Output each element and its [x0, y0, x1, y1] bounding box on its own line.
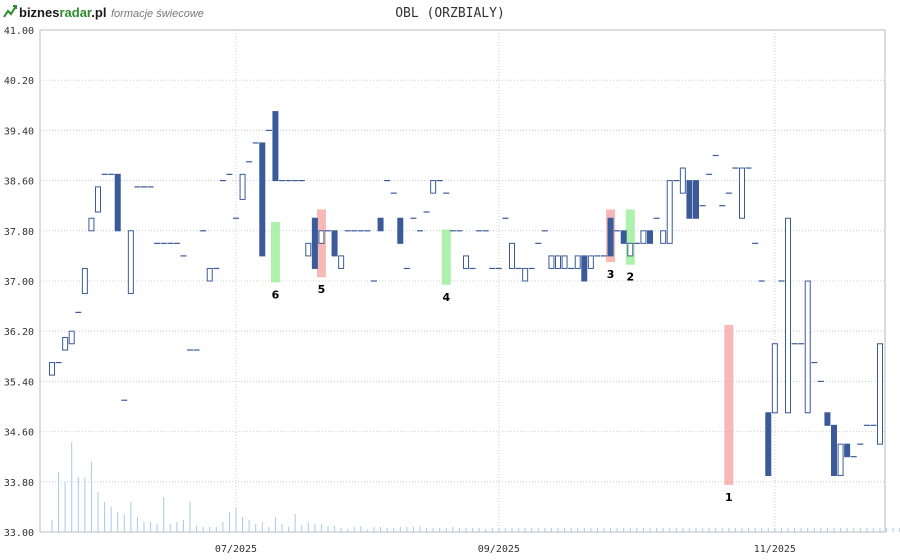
candle-up	[785, 217, 791, 414]
candle-up	[561, 255, 568, 269]
pattern-highlight	[441, 229, 451, 285]
logo-text-radar: radar	[59, 5, 91, 20]
candle-up	[206, 267, 213, 282]
x-tick-label: 07/2025	[215, 544, 257, 555]
candle-down	[620, 230, 627, 244]
candle-up	[739, 167, 745, 219]
candle-up	[555, 255, 561, 269]
logo-chart-icon	[3, 5, 17, 18]
y-tick-label: 35.40	[4, 377, 34, 388]
pattern-marker: 6	[272, 288, 280, 301]
candle-up	[62, 336, 69, 351]
candle-up	[627, 242, 634, 257]
candle-up	[127, 230, 134, 295]
candle-up	[318, 230, 325, 244]
x-tick-label: 09/2025	[478, 544, 520, 555]
candle-down	[765, 412, 772, 477]
y-tick-label: 36.20	[4, 327, 34, 338]
y-tick-label: 39.40	[4, 126, 34, 137]
candle-up	[68, 330, 75, 345]
candle-up	[49, 362, 55, 376]
y-tick-label: 37.00	[4, 277, 34, 288]
candle-up	[771, 343, 778, 414]
candle-up	[430, 180, 437, 194]
candle-up	[877, 343, 883, 445]
x-tick-label: 11/2025	[754, 544, 796, 555]
candle-down	[331, 230, 338, 257]
candle-up	[804, 280, 811, 414]
candle-up	[837, 443, 844, 477]
pattern-marker: 1	[725, 491, 733, 504]
y-tick-label: 33.80	[4, 478, 34, 489]
logo[interactable]: biznesradar.pl	[3, 5, 106, 20]
svg-text:biznesradar.pl: biznesradar.pl	[19, 5, 106, 20]
pattern-marker: 5	[318, 283, 326, 296]
candle-up	[660, 230, 667, 244]
plot-area	[39, 29, 886, 533]
x-axis-ticks: 07/2025 09/2025 11/2025	[215, 544, 796, 555]
candle-up	[305, 242, 312, 257]
candle-down	[607, 217, 614, 257]
y-tick-label: 41.00	[4, 26, 34, 37]
candle-up	[81, 267, 88, 295]
pattern-marker: 3	[607, 268, 615, 281]
logo-text-pl: .pl	[91, 5, 106, 20]
candle-down	[824, 412, 831, 426]
pattern-marker: 2	[626, 271, 634, 284]
pattern-highlight	[625, 209, 635, 265]
y-tick-label: 33.00	[4, 528, 34, 539]
subtitle: formacje świecowe	[111, 8, 204, 20]
candle-up	[509, 242, 515, 269]
candle-down	[647, 230, 653, 244]
chart-title: OBL (ORZBIALY)	[395, 6, 505, 21]
pattern-markers: 6 5 4 3 2 1	[272, 268, 733, 504]
candle-down	[114, 173, 121, 232]
candle-down	[397, 217, 404, 244]
candle-down	[377, 217, 384, 232]
candle-up	[463, 255, 469, 269]
y-tick-label: 37.80	[4, 227, 34, 238]
y-tick-label: 34.60	[4, 428, 34, 439]
candle-up	[640, 230, 647, 244]
candle-down	[844, 443, 851, 458]
candle-up	[666, 180, 673, 244]
candle-down	[693, 180, 699, 219]
volume-bars	[51, 442, 900, 532]
candle-down	[259, 142, 266, 257]
candle-up	[522, 267, 529, 282]
y-tick-label: 38.60	[4, 177, 34, 188]
candle-up	[679, 167, 686, 194]
candle-down	[581, 255, 588, 282]
candles	[49, 111, 883, 477]
logo-text-biznes: biznes	[19, 5, 59, 20]
pattern-highlight	[724, 324, 734, 485]
candle-up	[239, 173, 246, 200]
candle-down	[686, 180, 693, 219]
candle-down	[831, 424, 837, 477]
pattern-marker: 4	[442, 291, 450, 304]
candle-up	[88, 217, 95, 232]
y-tick-label: 40.20	[4, 76, 34, 87]
candle-down	[272, 111, 279, 182]
candle-up	[95, 186, 101, 213]
candle-up	[574, 255, 581, 269]
candle-up	[338, 255, 345, 269]
pattern-highlight	[270, 222, 280, 283]
candle-down	[311, 217, 318, 269]
candle-up	[548, 255, 555, 269]
y-axis-ticks: 41.00 40.20 39.40 38.60 37.80 37.00 36.20 35.40…	[4, 26, 34, 539]
candle-up	[587, 255, 594, 269]
